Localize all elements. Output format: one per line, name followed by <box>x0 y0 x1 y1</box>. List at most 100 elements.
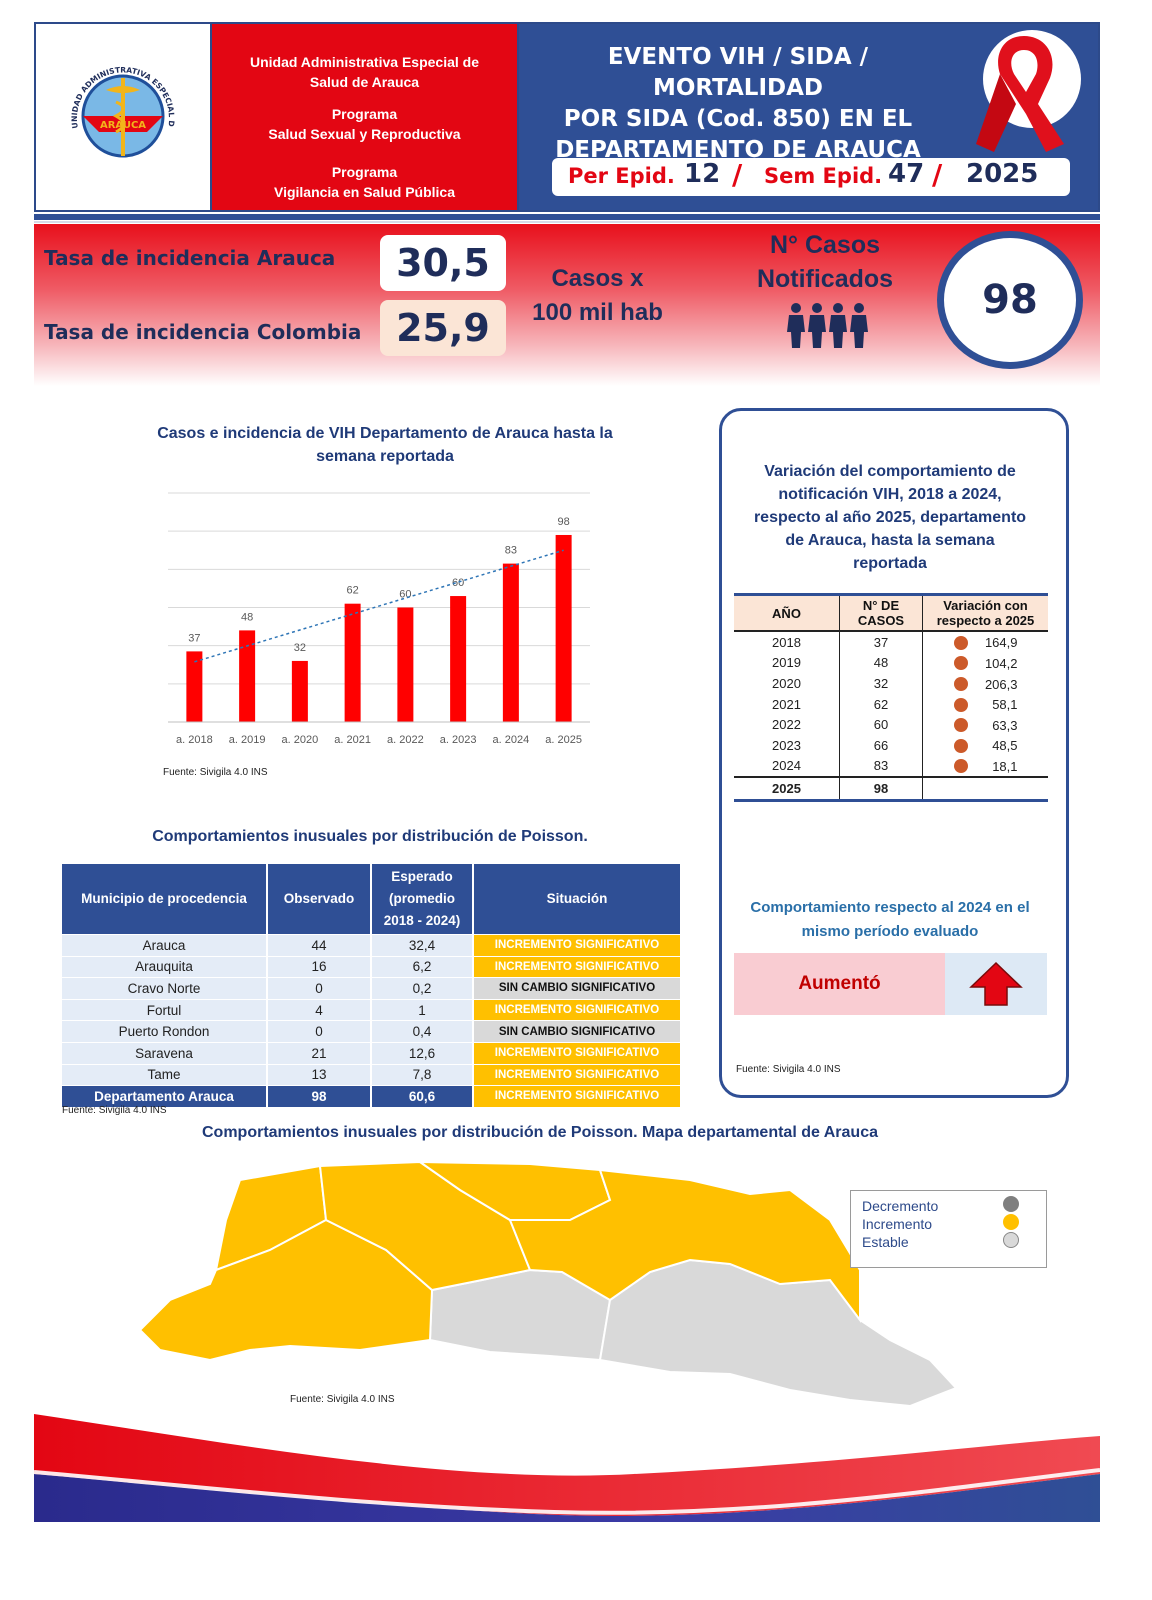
situacion-badge: INCREMENTO SIGNIFICATIVO <box>474 998 680 1021</box>
esperado-cell: 0,4 <box>372 1020 472 1042</box>
poisson-source: Fuente: Sivigila 4.0 INS <box>62 1105 167 1116</box>
variation-title-line1: Variación del comportamiento de <box>764 463 1016 480</box>
chart-title: Casos e incidencia de VIH Departamento d… <box>130 422 640 468</box>
report-title: EVENTO VIH / SIDA / MORTALIDAD POR SIDA … <box>523 42 953 166</box>
incidence-arauca-label: Tasa de incidencia Arauca <box>44 246 336 270</box>
chart-tick-label: a. 2020 <box>282 734 319 746</box>
program1-line1: Programa <box>331 106 398 122</box>
observado-cell: 0 <box>268 977 370 999</box>
chart-trendline <box>194 549 564 663</box>
logo-word: ARAUCA <box>100 120 146 131</box>
status-dot-icon <box>953 718 968 733</box>
uaesa-logo: UNIDAD ADMINISTRATIVA ESPECIAL DE SALUD … <box>33 17 176 158</box>
cases-cell: 83 <box>839 755 923 778</box>
table-row: Arauquita 16 6,2 INCREMENTO SIGNIFICATIVO <box>62 955 680 978</box>
table-row: 2019 48 104,2 <box>734 652 1048 674</box>
behavior-label-line2: mismo período evaluado <box>801 923 979 940</box>
variation-cell: 206,3 <box>922 673 1048 694</box>
table-row: 2022 60 63,3 <box>734 714 1048 735</box>
esperado-cell: 7,8 <box>372 1063 472 1086</box>
program1-line2: Salud Sexual y Reproductiva <box>268 126 461 142</box>
behavior-status: Aumentó <box>734 953 945 1015</box>
map-title: Comportamientos inusuales por distribuci… <box>202 1124 878 1141</box>
table-row: Fortul 4 1 INCREMENTO SIGNIFICATIVO <box>62 998 680 1021</box>
cases-cell: 32 <box>839 673 923 694</box>
total-row: Departamento Arauca 98 60,6 INCREMENTO SIGN… <box>62 1085 680 1107</box>
period-label: Per Epid. <box>568 164 675 188</box>
variation-cell: 63,3 <box>922 714 1048 735</box>
variation-cell: 48,5 <box>922 734 1048 756</box>
map-source: Fuente: Sivigila 4.0 INS <box>290 1394 395 1405</box>
chart-title-line1: Casos e incidencia de VIH Departamento d… <box>157 425 613 442</box>
variation-title: Variación del comportamiento de notifica… <box>740 460 1040 575</box>
chart-tick-label: a. 2023 <box>440 734 477 746</box>
observado-cell: 98 <box>268 1085 370 1107</box>
legend-incremento-label: Incremento <box>862 1216 933 1232</box>
col-variation-line1: Variación con <box>943 598 1028 613</box>
incidence-colombia-value: 25,9 <box>380 300 506 356</box>
chart-tick-label: a. 2019 <box>229 734 266 746</box>
table-row: Tame 13 7,8 INCREMENTO SIGNIFICATIVO <box>62 1063 680 1086</box>
program2-line2: Vigilancia en Salud Pública <box>273 184 456 200</box>
chart-data-label: 98 <box>558 516 570 528</box>
municipio-cell: Fortul <box>62 998 266 1021</box>
situacion-badge: INCREMENTO SIGNIFICATIVO <box>474 1085 680 1107</box>
municipio-cell: Saravena <box>62 1041 266 1064</box>
chart-bar <box>291 660 308 722</box>
observado-cell: 21 <box>268 1041 370 1064</box>
municipio-cell: Cravo Norte <box>62 977 266 999</box>
situacion-badge: INCREMENTO SIGNIFICATIVO <box>474 955 680 978</box>
legend-decremento-dot <box>1003 1196 1019 1212</box>
period-value: 12 <box>684 159 721 189</box>
situacion-badge: INCREMENTO SIGNIFICATIVO <box>474 1063 680 1086</box>
logo-panel: UNIDAD ADMINISTRATIVA ESPECIAL DE SALUD … <box>33 17 212 212</box>
chart-data-label: 62 <box>347 585 359 597</box>
people-icon <box>787 303 868 348</box>
epidemiological-period-bar: Per Epid. 12 / Sem Epid. 47 / 2025 <box>552 158 1070 196</box>
variation-title-line2: notificación VIH, 2018 a 2024, <box>778 486 1002 503</box>
situacion-badge: INCREMENTO SIGNIFICATIVO <box>474 934 680 956</box>
year-cell: 2023 <box>772 737 801 753</box>
chart-bar <box>239 630 256 722</box>
municipio-cell: Arauca <box>62 934 266 956</box>
esperado-cell: 32,4 <box>372 934 472 956</box>
cases-cell: 48 <box>839 652 923 674</box>
cases-label-line2: Notificados <box>756 265 894 293</box>
table-row: 2018 37 164,9 <box>734 631 1048 653</box>
municipio-cell: Puerto Rondon <box>62 1020 266 1042</box>
incidence-band <box>34 224 1100 386</box>
chart-bar <box>450 596 467 722</box>
behavior-label-line1: Comportamiento respecto al 2024 en el <box>750 899 1030 916</box>
chart-title-line2: semana reportada <box>316 448 454 465</box>
variation-table: AÑO N° DE CASOS Variación con respecto a 2… <box>734 593 1048 802</box>
cases-cell: 62 <box>839 693 923 715</box>
map-legend: Decremento Incremento Estable <box>850 1190 1047 1268</box>
observado-cell: 4 <box>268 998 370 1021</box>
variation-cell: 164,9 <box>922 631 1048 653</box>
status-dot-icon <box>953 656 968 671</box>
municipio-cell: Departamento Arauca <box>62 1085 266 1107</box>
col-esperado-line3: 2018 - 2024) <box>383 913 461 928</box>
observado-cell: 44 <box>268 934 370 956</box>
separator-slash: / <box>732 158 743 191</box>
cases-cell: 66 <box>839 734 923 756</box>
year-cell: 2019 <box>772 655 801 671</box>
col-esperado-line2: (promedio <box>389 891 455 906</box>
esperado-cell: 12,6 <box>372 1041 472 1064</box>
esperado-cell: 6,2 <box>372 955 472 978</box>
poisson-header-row: Municipio de procedencia Observado Esper… <box>62 864 680 934</box>
program2-line1: Programa <box>331 164 398 180</box>
status-dot-icon <box>953 697 968 712</box>
cases-label-line1: N° Casos <box>769 231 881 259</box>
variation-value: 48,5 <box>992 738 1018 754</box>
variation-value: 58,1 <box>992 697 1018 713</box>
title-line2: POR SIDA (Cod. 850) EN EL <box>563 106 913 132</box>
table-row: 2023 66 48,5 <box>734 734 1048 756</box>
arauca-municipalities-map <box>138 1160 958 1408</box>
cases-cell: 98 <box>839 776 923 802</box>
incidence-arauca-value: 30,5 <box>380 235 506 291</box>
red-ribbon-icon <box>976 36 1064 152</box>
cases-cell: 37 <box>839 631 923 653</box>
col-variation: Variación con respecto a 2025 <box>922 593 1048 632</box>
cases-bar-chart: 37 a. 2018 48 a. 2019 32 a. 2020 62 a. 2021 60 a.… <box>168 492 590 746</box>
